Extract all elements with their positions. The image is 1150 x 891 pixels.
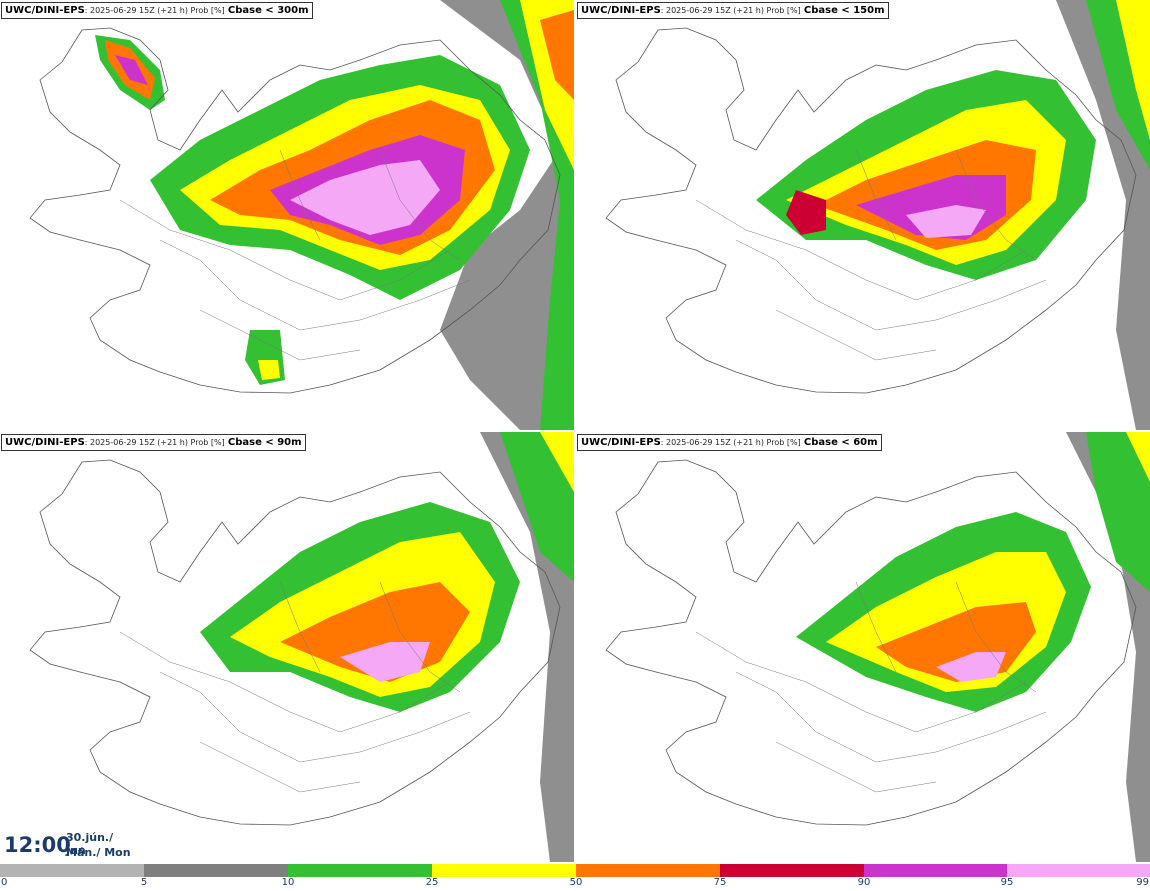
map-panel-cbase-300m: UWC/DINI-EPS: 2025-06-29 15Z (+21 h) Pro… [0, 0, 574, 430]
map-panel-cbase-60m: UWC/DINI-EPS: 2025-06-29 15Z (+21 h) Pro… [576, 432, 1150, 862]
legend-segment-25-50 [432, 864, 576, 877]
color-legend: 0 5 10 25 50 75 90 95 99 [0, 862, 1150, 891]
legend-segment-5-10 [144, 864, 288, 877]
parameter-label: Cbase < 60m [803, 437, 878, 448]
valid-date: 30.jún./ Jun [66, 831, 114, 857]
parameter-label: Cbase < 90m [227, 437, 302, 448]
legend-segment-95-99 [1007, 864, 1150, 877]
legend-segment-50-75 [576, 864, 720, 877]
legend-tick: 25 [425, 877, 439, 888]
legend-tick: 75 [713, 877, 727, 888]
panel-title: UWC/DINI-EPS: 2025-06-29 15Z (+21 h) Pro… [1, 434, 306, 451]
map-cbase-90m [29, 432, 574, 862]
map-cbase-60m [605, 432, 1150, 862]
parameter-label: Cbase < 150m [803, 5, 885, 16]
valid-weekday: Mán./ Mon [66, 846, 131, 859]
legend-tick: 10 [281, 877, 295, 888]
model-name: UWC/DINI-EPS [581, 5, 661, 16]
legend-tick: 99 [1136, 877, 1149, 888]
legend-tick: 95 [1000, 877, 1014, 888]
model-name: UWC/DINI-EPS [581, 437, 661, 448]
legend-segment-75-90 [720, 864, 864, 877]
parameter-label: Cbase < 300m [227, 5, 309, 16]
map-panel-cbase-150m: UWC/DINI-EPS: 2025-06-29 15Z (+21 h) Pro… [576, 0, 1150, 430]
map-cbase-150m [605, 0, 1150, 430]
legend-segment-90-95 [864, 864, 1007, 877]
legend-segment-0-5 [0, 864, 144, 877]
legend-tick: 90 [857, 877, 871, 888]
model-name: UWC/DINI-EPS [5, 437, 85, 448]
run-info: : 2025-06-29 15Z (+21 h) Prob [%] [84, 438, 225, 447]
valid-time: 12:00 [4, 833, 71, 857]
panel-title: UWC/DINI-EPS: 2025-06-29 15Z (+21 h) Pro… [577, 434, 882, 451]
run-info: : 2025-06-29 15Z (+21 h) Prob [%] [660, 6, 801, 15]
legend-tick: 5 [140, 877, 148, 888]
legend-tick: 0 [1, 877, 8, 888]
valid-time-box: 12:00 30.jún./ Jun Mán./ Mon [0, 826, 132, 864]
legend-segment-10-25 [288, 864, 432, 877]
map-panel-cbase-90m: UWC/DINI-EPS: 2025-06-29 15Z (+21 h) Pro… [0, 432, 574, 862]
panel-title: UWC/DINI-EPS: 2025-06-29 15Z (+21 h) Pro… [1, 2, 313, 19]
map-cbase-300m [29, 0, 574, 430]
run-info: : 2025-06-29 15Z (+21 h) Prob [%] [660, 438, 801, 447]
run-info: : 2025-06-29 15Z (+21 h) Prob [%] [84, 6, 225, 15]
legend-tick: 50 [569, 877, 583, 888]
panel-title: UWC/DINI-EPS: 2025-06-29 15Z (+21 h) Pro… [577, 2, 889, 19]
model-name: UWC/DINI-EPS [5, 5, 85, 16]
